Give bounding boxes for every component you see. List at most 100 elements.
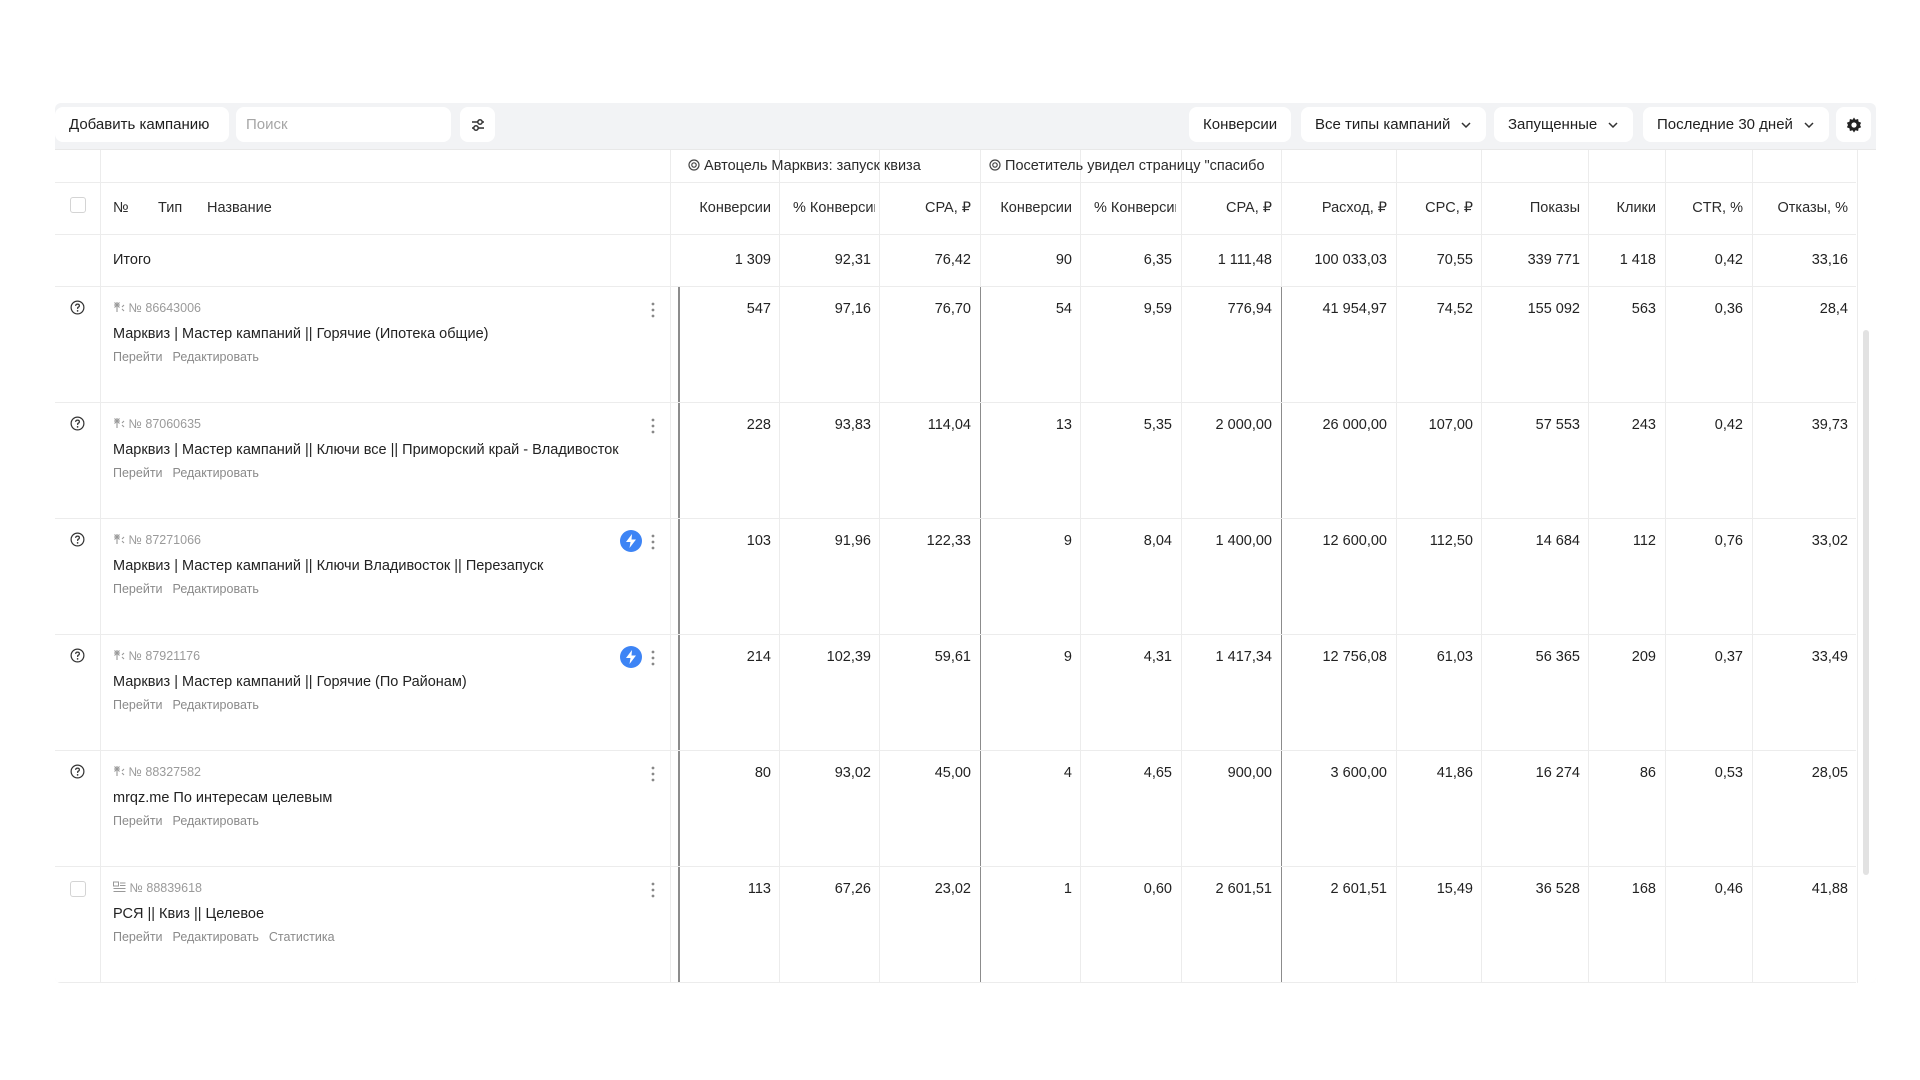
conv2: 54 xyxy=(1055,301,1072,317)
table-row[interactable]: № 87060635 Марквиз | Мастер кампаний || … xyxy=(55,402,1856,519)
ctr: 0,42 xyxy=(1714,417,1743,433)
total-cpc: 70,55 xyxy=(1436,252,1473,268)
table-row[interactable]: № 88327582 mrqz.me По интересам целевым … xyxy=(55,750,1856,867)
edit-link[interactable]: Редактировать xyxy=(172,814,259,828)
row-checkbox[interactable] xyxy=(70,881,86,897)
edit-link[interactable]: Редактировать xyxy=(172,466,259,480)
table-row[interactable]: № 86643006 Марквиз | Мастер кампаний || … xyxy=(55,286,1856,403)
ctr: 0,46 xyxy=(1714,881,1743,897)
master-campaign-icon xyxy=(114,418,125,428)
campaigns-panel: Добавить кампанию Конверсии Все типы кам… xyxy=(55,103,1876,983)
period-dropdown[interactable]: Последние 30 дней xyxy=(1643,107,1829,142)
column-header-row: № Тип Название Конверсии % Конверсий CPA… xyxy=(55,182,1856,235)
lightning-icon xyxy=(626,534,636,548)
group-header-1-label: Автоцель Марквиз: запуск квиза xyxy=(704,158,921,174)
question-circle-icon[interactable] xyxy=(70,532,85,547)
autostrategy-badge[interactable] xyxy=(620,530,642,552)
spend: 2 601,51 xyxy=(1330,881,1387,897)
header-conv1[interactable]: Конверсии xyxy=(699,200,771,216)
total-cpa1: 76,42 xyxy=(934,252,971,268)
edit-link[interactable]: Редактировать xyxy=(172,930,259,944)
header-cpc[interactable]: CPC, ₽ xyxy=(1425,200,1473,216)
go-link[interactable]: Перейти xyxy=(113,814,163,828)
campaign-name[interactable]: Марквиз | Мастер кампаний || Ключи все |… xyxy=(113,442,619,458)
campaign-name[interactable]: mrqz.me По интересам целевым xyxy=(113,790,333,806)
edit-link[interactable]: Редактировать xyxy=(172,350,259,364)
question-circle-icon[interactable] xyxy=(70,764,85,779)
cpa1: 45,00 xyxy=(934,765,971,781)
cpc: 74,52 xyxy=(1436,301,1473,317)
autostrategy-badge[interactable] xyxy=(620,646,642,668)
question-circle-icon[interactable] xyxy=(70,416,85,431)
campaign-name[interactable]: Марквиз | Мастер кампаний || Горячие (По… xyxy=(113,674,467,690)
go-link[interactable]: Перейти xyxy=(113,930,163,944)
header-no[interactable]: № xyxy=(113,200,129,216)
table-row[interactable]: № 88839618 РСЯ || Квиз || Целевое Перейт… xyxy=(55,866,1856,983)
search-input[interactable] xyxy=(236,107,451,142)
campaign-name[interactable]: Марквиз | Мастер кампаний || Горячие (Ип… xyxy=(113,326,489,342)
cpa2: 900,00 xyxy=(1227,765,1272,781)
header-impressions[interactable]: Показы xyxy=(1529,200,1580,216)
campaign-types-dropdown[interactable]: Все типы кампаний xyxy=(1301,107,1487,142)
stats-link[interactable]: Статистика xyxy=(268,930,335,944)
more-options-icon[interactable] xyxy=(651,766,655,782)
edit-link[interactable]: Редактировать xyxy=(172,698,259,712)
select-all-checkbox[interactable] xyxy=(70,197,86,213)
status-dropdown[interactable]: Запущенные xyxy=(1494,107,1634,142)
chevron-down-icon xyxy=(1804,121,1814,128)
go-link[interactable]: Перейти xyxy=(113,698,163,712)
campaigns-table: Автоцель Марквиз: запуск квиза Посетител… xyxy=(55,149,1876,983)
campaign-links: Перейти Редактировать xyxy=(113,581,269,597)
header-type[interactable]: Тип xyxy=(158,200,183,216)
campaign-id: № 87271066 xyxy=(113,533,201,547)
chevron-down-icon xyxy=(1461,121,1471,128)
total-impressions: 339 771 xyxy=(1527,252,1580,268)
header-conv2[interactable]: Конверсии xyxy=(1000,200,1072,216)
add-campaign-button[interactable]: Добавить кампанию xyxy=(55,107,229,142)
header-clicks[interactable]: Клики xyxy=(1616,200,1656,216)
go-link[interactable]: Перейти xyxy=(113,582,163,596)
header-bounce[interactable]: Отказы, % xyxy=(1777,200,1848,216)
vertical-scrollbar[interactable] xyxy=(1863,330,1869,875)
group-header-2: Посетитель увидел страницу "спасибо xyxy=(989,158,1276,174)
settings-button[interactable] xyxy=(1836,107,1871,142)
clicks: 86 xyxy=(1639,765,1656,781)
go-link[interactable]: Перейти xyxy=(113,466,163,480)
more-options-icon[interactable] xyxy=(651,534,655,550)
spend: 12 600,00 xyxy=(1322,533,1387,549)
spend: 3 600,00 xyxy=(1330,765,1387,781)
conv2: 9 xyxy=(1063,649,1072,665)
go-link[interactable]: Перейти xyxy=(113,350,163,364)
table-row[interactable]: № 87271066 Марквиз | Мастер кампаний || … xyxy=(55,518,1856,635)
campaign-name[interactable]: Марквиз | Мастер кампаний || Ключи Влади… xyxy=(113,558,544,574)
table-row[interactable]: № 87921176 Марквиз | Мастер кампаний || … xyxy=(55,634,1856,751)
campaign-id: № 87921176 xyxy=(113,649,200,663)
pconv2: 4,31 xyxy=(1143,649,1172,665)
filter-settings-button[interactable] xyxy=(460,107,495,142)
edit-link[interactable]: Редактировать xyxy=(172,582,259,596)
campaign-links: Перейти Редактировать xyxy=(113,697,269,713)
header-spend[interactable]: Расход, ₽ xyxy=(1321,200,1387,216)
more-options-icon[interactable] xyxy=(651,302,655,318)
campaign-name[interactable]: РСЯ || Квиз || Целевое xyxy=(113,906,265,922)
campaign-id: № 87060635 xyxy=(113,417,201,431)
header-cpa1[interactable]: CPA, ₽ xyxy=(924,200,971,216)
more-options-icon[interactable] xyxy=(651,418,655,434)
bounce: 28,05 xyxy=(1811,765,1848,781)
conversions-button[interactable]: Конверсии xyxy=(1189,107,1292,142)
conv1: 228 xyxy=(746,417,771,433)
pconv2: 4,65 xyxy=(1143,765,1172,781)
question-circle-icon[interactable] xyxy=(70,300,85,315)
question-circle-icon[interactable] xyxy=(70,648,85,663)
campaign-id: № 86643006 xyxy=(113,301,201,315)
more-options-icon[interactable] xyxy=(651,882,655,898)
header-name[interactable]: Название xyxy=(207,200,272,216)
header-ctr[interactable]: CTR, % xyxy=(1692,200,1743,216)
chevron-down-icon xyxy=(1608,121,1618,128)
header-pconv2[interactable]: % Конверсий xyxy=(1094,200,1176,216)
campaign-links: Перейти Редактировать xyxy=(113,813,269,829)
header-pconv1[interactable]: % Конверсий xyxy=(793,200,875,216)
more-options-icon[interactable] xyxy=(651,650,655,666)
header-cpa2[interactable]: CPA, ₽ xyxy=(1225,200,1272,216)
cpc: 41,86 xyxy=(1436,765,1473,781)
